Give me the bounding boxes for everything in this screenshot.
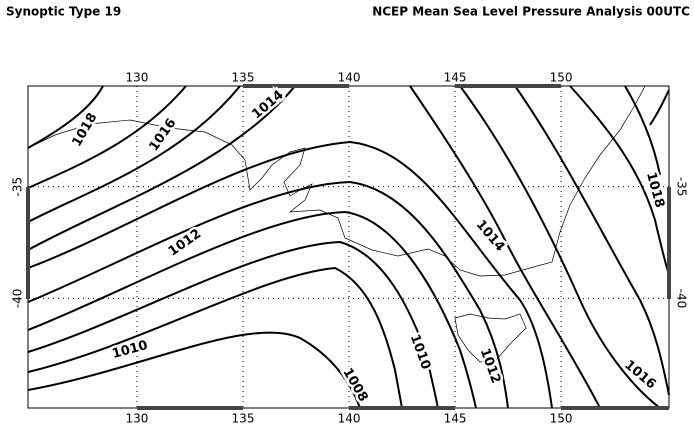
isobars — [27, 85, 670, 409]
frame-band — [455, 84, 561, 88]
frame-bands — [26, 84, 671, 410]
grid — [28, 86, 669, 408]
x-tick-label-bottom: 150 — [550, 412, 573, 426]
frame-band — [137, 406, 243, 410]
right-title: NCEP Mean Sea Level Pressure Analysis 00… — [372, 5, 690, 19]
frame-band — [561, 406, 669, 410]
isobar — [624, 85, 661, 176]
x-tick-label-bottom: 135 — [232, 412, 255, 426]
x-tick-label-bottom: 130 — [126, 412, 149, 426]
frame-band — [349, 406, 455, 410]
coastline — [27, 85, 646, 363]
x-tick-label-top: 135 — [232, 71, 255, 85]
isobar — [27, 85, 296, 251]
frame-band — [243, 84, 349, 88]
x-tick-label-bottom: 140 — [338, 412, 361, 426]
y-tick-label-right: -40 — [675, 289, 689, 309]
coast-mainland — [27, 85, 646, 277]
x-tick-label-bottom: 145 — [444, 412, 467, 426]
frame-band — [667, 187, 671, 299]
isobar — [409, 85, 601, 409]
isobar — [27, 85, 104, 149]
x-tick-label-top: 130 — [126, 71, 149, 85]
coast-tasmania — [454, 313, 527, 363]
isobar — [27, 331, 361, 409]
x-tick-label-top: 145 — [444, 71, 467, 85]
isobar — [27, 85, 187, 189]
left-title: Synoptic Type 19 — [6, 5, 121, 19]
isobar — [27, 241, 439, 409]
isobar — [569, 85, 670, 276]
isobar — [514, 85, 670, 396]
isobar — [27, 85, 241, 223]
isobar — [649, 89, 670, 126]
isobar — [27, 141, 553, 409]
isobar — [459, 85, 661, 409]
frame-band — [26, 187, 30, 299]
isobar — [27, 211, 477, 409]
x-tick-label-top: 140 — [338, 71, 361, 85]
isobar — [27, 181, 509, 409]
isobar — [27, 267, 403, 409]
y-tick-label-left: -40 — [11, 289, 25, 309]
y-tick-label-left: -35 — [11, 177, 25, 197]
x-tick-label-top: 150 — [550, 71, 573, 85]
y-tick-label-right: -35 — [675, 177, 689, 197]
